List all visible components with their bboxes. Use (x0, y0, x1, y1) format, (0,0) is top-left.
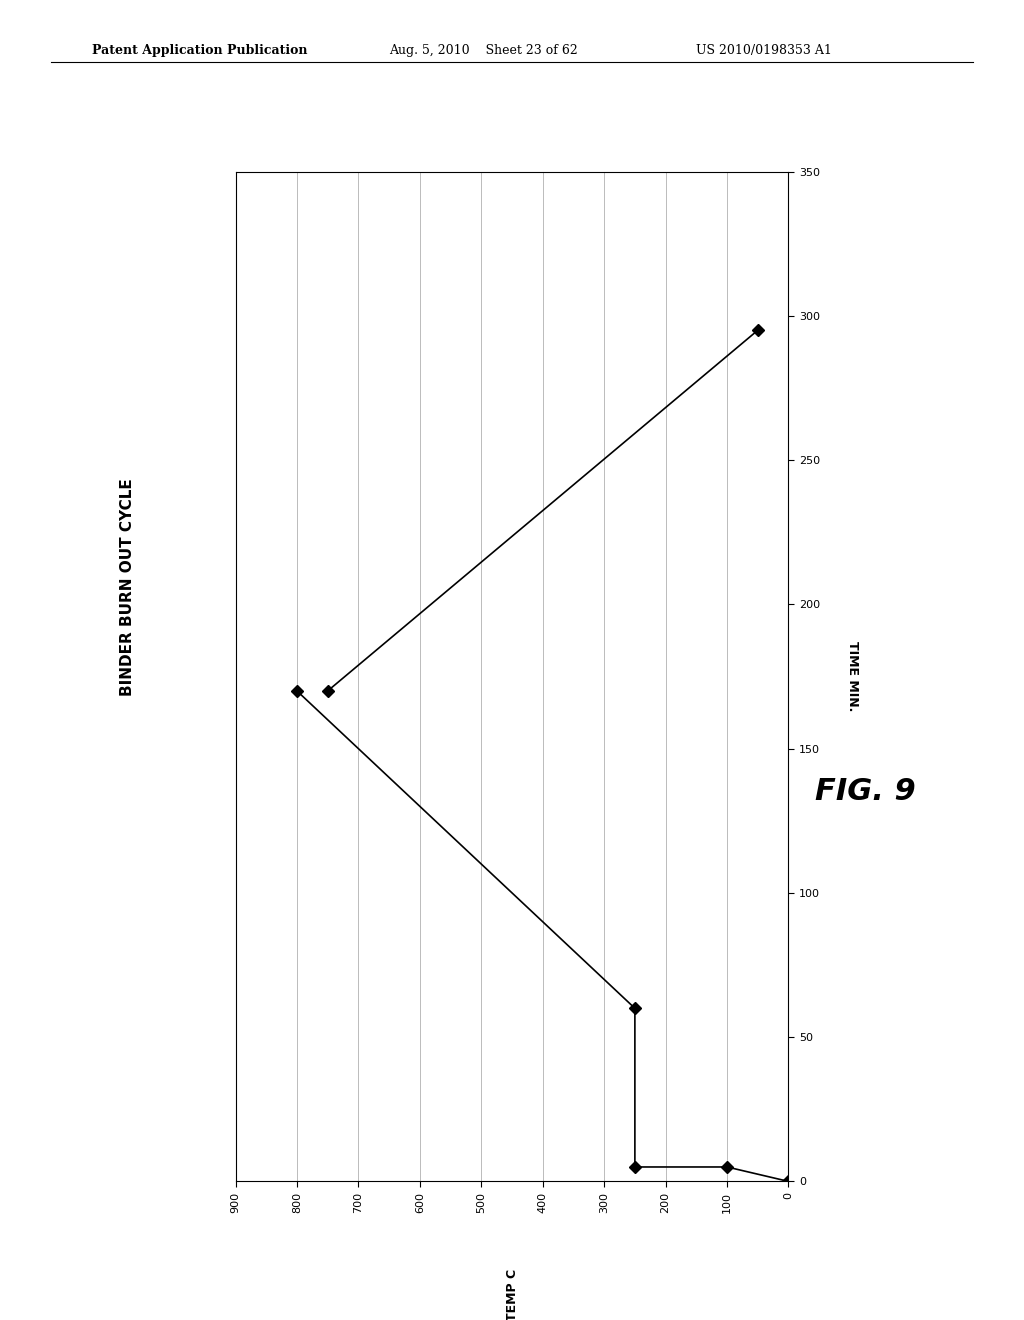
Text: US 2010/0198353 A1: US 2010/0198353 A1 (696, 44, 833, 57)
Text: BINDER BURN OUT CYCLE: BINDER BURN OUT CYCLE (121, 479, 135, 696)
Text: FIG. 9: FIG. 9 (815, 777, 915, 807)
Text: Aug. 5, 2010    Sheet 23 of 62: Aug. 5, 2010 Sheet 23 of 62 (389, 44, 578, 57)
Text: Patent Application Publication: Patent Application Publication (92, 44, 307, 57)
Y-axis label: TIME MIN.: TIME MIN. (846, 642, 859, 711)
X-axis label: TEMP C: TEMP C (506, 1269, 518, 1320)
